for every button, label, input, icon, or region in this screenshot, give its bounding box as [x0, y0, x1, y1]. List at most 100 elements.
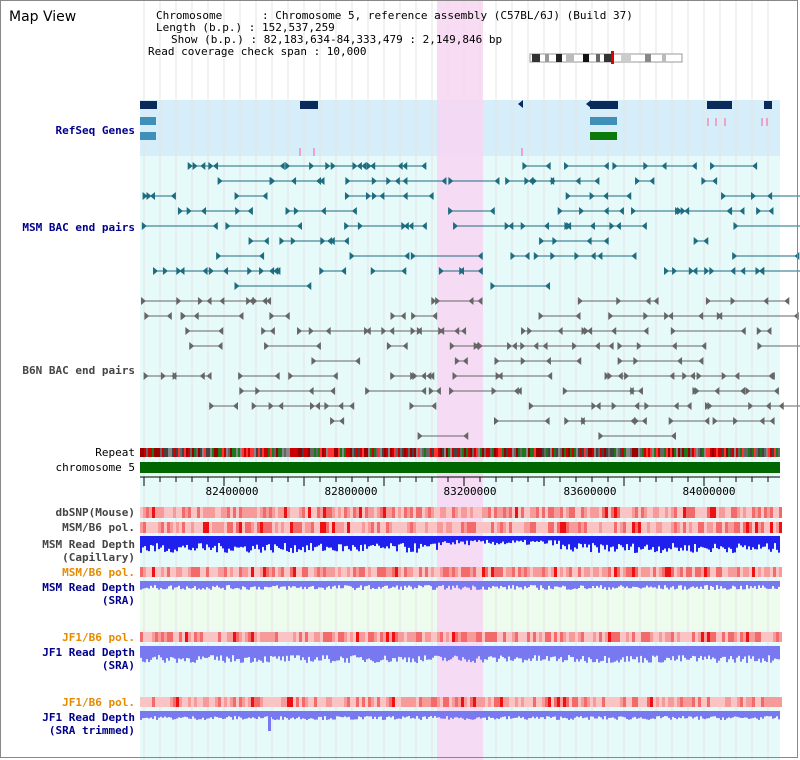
msm-depth-capillary-bar	[146, 536, 148, 551]
msm-depth-sra-bar	[374, 581, 376, 589]
track-label-jf1-depth-sra[interactable]: JF1 Read Depth (SRA)	[0, 646, 135, 672]
jf1-depth-sra-bar	[680, 646, 682, 662]
repeat-segment	[450, 448, 452, 457]
jf1-depth-trim-bar	[300, 711, 302, 720]
jf1-depth-sra-bar	[356, 646, 358, 658]
msm-depth-capillary-bar	[286, 536, 288, 551]
jf1-pol-heat-cell	[269, 632, 272, 642]
repeat-segment	[558, 448, 560, 457]
msm-pol-heat-cell	[275, 522, 278, 533]
jf1-depth-trim-bar	[230, 711, 232, 718]
jf1-depth-sra-bar	[556, 646, 558, 662]
msm-depth-capillary-bar	[526, 536, 528, 545]
jf1-pol-heat-cell	[251, 632, 254, 642]
msm-depth-capillary-bar	[562, 536, 564, 545]
msm-depth-capillary-bar	[514, 536, 516, 543]
dbsnp-heat-cell	[272, 507, 275, 518]
b6n-bac-pair-end	[288, 372, 294, 380]
b6n-bac-pair-end	[181, 312, 187, 320]
jf1-depth-trim-bar	[566, 711, 568, 719]
msm-pol-heat-cell	[341, 522, 344, 533]
msm-depth-capillary-bar	[226, 536, 228, 553]
dbsnp-heat-cell	[224, 507, 227, 518]
repeat-segment	[698, 448, 700, 457]
track-label-msm-bac[interactable]: MSM BAC end pairs	[22, 221, 135, 234]
repeat-segment	[516, 448, 518, 457]
jf1-depth-sra-bar	[228, 646, 230, 659]
jf1-pol-trim-heat-cell	[458, 697, 461, 707]
repeat-segment	[412, 448, 414, 457]
track-label-jf1-b6-pol[interactable]: JF1/B6 pol.	[62, 631, 135, 644]
dbsnp-heat-cell	[563, 507, 566, 518]
track-label-msm-depth-capillary[interactable]: MSM Read Depth (Capillary)	[0, 538, 135, 564]
track-label-dbsnp[interactable]: dbSNP(Mouse)	[55, 506, 135, 519]
jf1-depth-trim-bar	[324, 711, 326, 717]
jf1-depth-trim-bar	[742, 711, 744, 718]
track-label-msm-b6-pol[interactable]: MSM/B6 pol.	[62, 521, 135, 534]
dbsnp-heat-cell	[590, 507, 593, 518]
repeat-segment	[302, 448, 304, 457]
msm-depth-capillary-bar	[248, 536, 250, 553]
msm-pol-heat-cell	[356, 522, 359, 533]
msm-pol-heat-cell	[536, 522, 539, 533]
jf1-depth-sra-bar	[476, 646, 478, 659]
dbsnp-heat-cell	[401, 507, 404, 518]
msm-pol-heat-cell	[395, 522, 398, 533]
msm-depth-capillary-bar	[142, 536, 144, 548]
msm-bac-pair-end	[575, 177, 581, 185]
jf1-pol-heat-cell	[332, 632, 335, 642]
msm-depth-capillary-bar	[496, 536, 498, 543]
msm-depth-capillary-bar	[658, 536, 660, 547]
msm-pol-heat-cell	[296, 522, 299, 533]
jf1-pol-heat-cell	[365, 632, 368, 642]
msm-pol-sra-heat-cell	[392, 567, 395, 577]
dbsnp-heat-cell	[707, 507, 710, 518]
track-label-msm-b6-pol-sra[interactable]: MSM/B6 pol.	[62, 566, 135, 579]
msm-depth-capillary-bar	[558, 536, 560, 541]
msm-depth-capillary-bar	[680, 536, 682, 548]
track-label-jf1-b6-pol-trimmed[interactable]: JF1/B6 pol.	[62, 696, 135, 709]
jf1-depth-sra-bar	[704, 646, 706, 657]
track-label-b6n-bac[interactable]: B6N BAC end pairs	[22, 364, 135, 377]
msm-depth-sra-bar	[766, 581, 768, 589]
msm-depth-sra-bar	[512, 581, 514, 586]
jf1-depth-trim-bar	[226, 711, 228, 718]
jf1-depth-sra-bar	[694, 646, 696, 657]
msm-pol-heat-cell	[635, 522, 638, 533]
repeat-segment	[172, 448, 174, 457]
msm-depth-capillary-bar	[654, 536, 656, 553]
msm-pol-sra-heat-cell	[404, 567, 407, 577]
msm-depth-capillary-bar	[570, 536, 572, 550]
jf1-depth-sra-bar	[646, 646, 648, 661]
repeat-segment	[462, 448, 464, 457]
repeat-segment	[520, 448, 522, 457]
msm-depth-sra-bar	[462, 581, 464, 588]
msm-pol-heat-cell	[542, 522, 545, 533]
dbsnp-heat-cell	[479, 507, 482, 518]
repeat-segment	[178, 448, 180, 457]
jf1-depth-trim-bar	[508, 711, 510, 717]
track-label-msm-depth-sra[interactable]: MSM Read Depth (SRA)	[0, 581, 135, 607]
jf1-depth-trim-bar	[254, 711, 256, 719]
repeat-segment	[446, 448, 448, 457]
dbsnp-heat-cell	[164, 507, 167, 518]
msm-depth-capillary-bar	[200, 536, 202, 544]
msm-depth-capillary-bar	[230, 536, 232, 551]
jf1-depth-sra-bar	[384, 646, 386, 656]
jf1-pol-heat-cell	[476, 632, 479, 642]
msm-depth-capillary-bar	[294, 536, 296, 546]
msm-pol-heat-cell	[233, 522, 236, 533]
dbsnp-heat-cell	[509, 507, 512, 518]
repeat-segment	[618, 448, 620, 457]
refseq-gene	[140, 132, 156, 140]
jf1-depth-sra-bar	[238, 646, 240, 660]
jf1-depth-sra-bar	[684, 646, 686, 658]
msm-depth-capillary-bar	[366, 536, 368, 549]
track-label-refseq-genes[interactable]: RefSeq Genes	[55, 124, 135, 137]
track-label-repeat[interactable]: Repeat	[95, 446, 135, 459]
jf1-depth-sra-bar	[140, 646, 142, 658]
repeat-segment	[754, 448, 756, 457]
jf1-pol-trim-heat-cell	[650, 697, 653, 707]
dbsnp-heat-cell	[398, 507, 401, 518]
track-label-jf1-depth-trimmed[interactable]: JF1 Read Depth (SRA trimmed)	[0, 711, 135, 737]
